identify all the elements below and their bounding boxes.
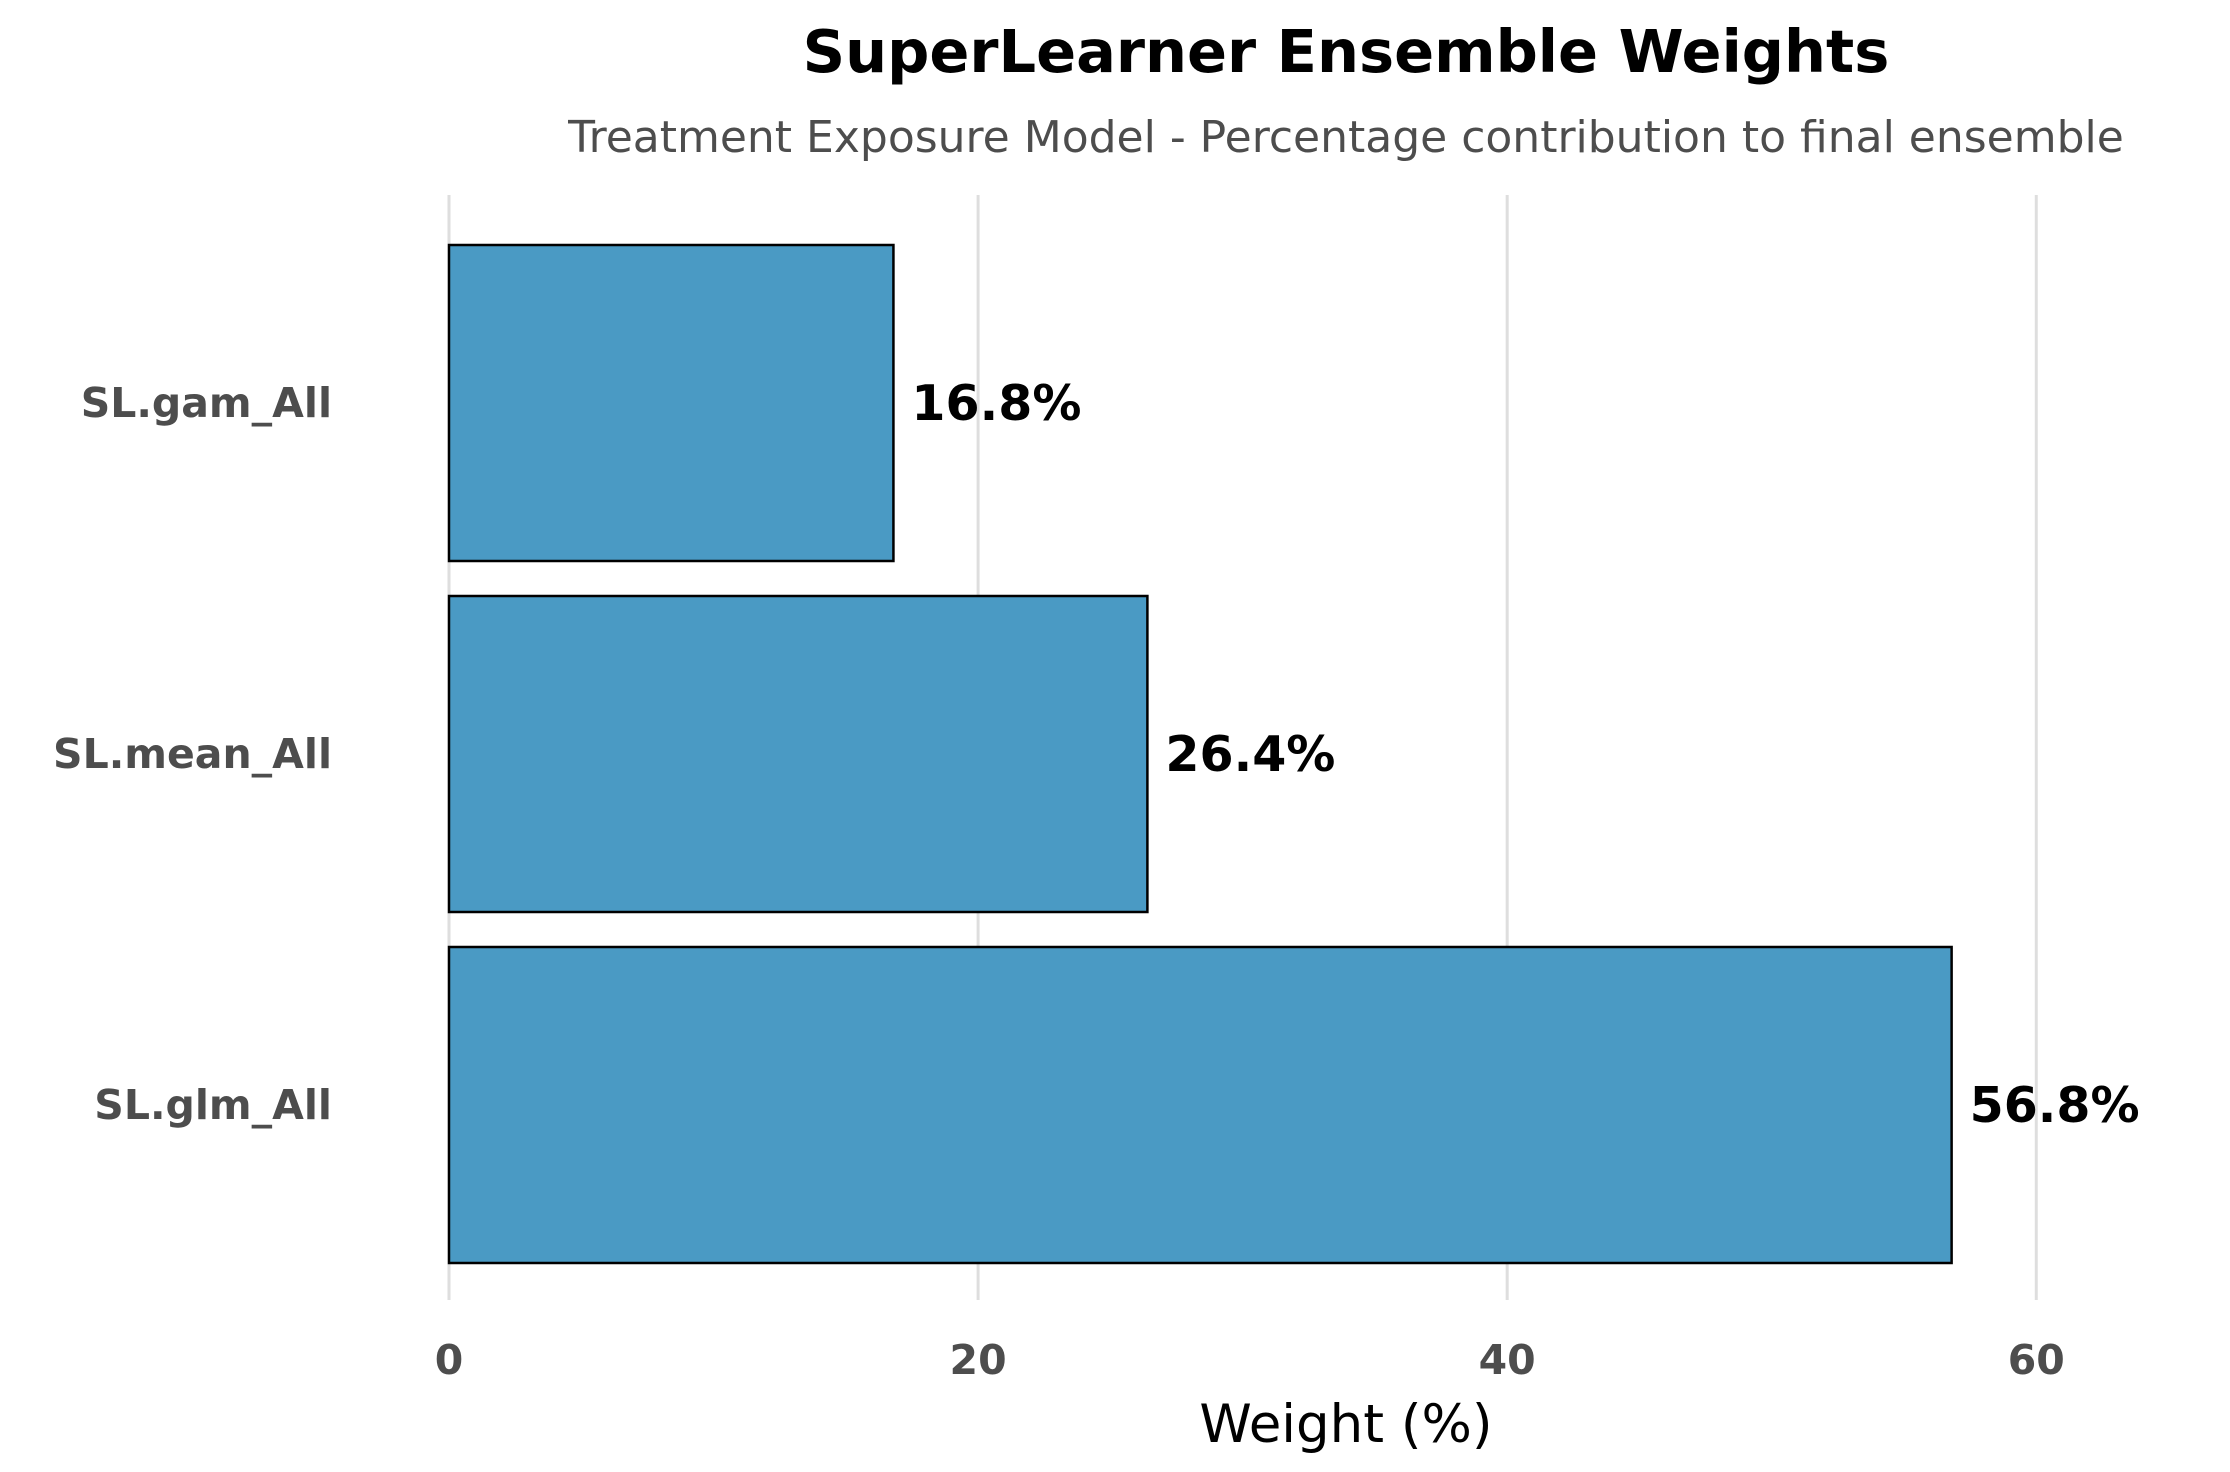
x-tick-label-60: 60 — [2008, 1336, 2065, 1384]
x-axis-label: Weight (%) — [1199, 1394, 1492, 1455]
bar-SL.mean_All — [447, 594, 1149, 914]
x-tick-label-0: 0 — [435, 1336, 464, 1384]
x-tick-label-40: 40 — [1479, 1336, 1536, 1384]
bars — [447, 243, 1953, 1265]
chart-title: SuperLearner Ensemble Weights — [803, 17, 1890, 86]
chart-subtitle: Treatment Exposure Model - Percentage co… — [567, 112, 2124, 163]
bar-value-label-SL.gam_All: 16.8% — [911, 375, 1081, 432]
category-label-SL.glm_All: SL.glm_All — [94, 1081, 332, 1129]
category-labels: SL.gam_All SL.mean_All SL.glm_All — [53, 379, 332, 1129]
bar-SL.glm_All — [447, 945, 1953, 1265]
category-label-SL.gam_All: SL.gam_All — [81, 379, 332, 427]
bar-SL.gam_All — [447, 243, 895, 563]
x-tick-label-20: 20 — [950, 1336, 1007, 1384]
category-label-SL.mean_All: SL.mean_All — [53, 730, 332, 778]
bar-value-labels: 16.8% 26.4% 56.8% — [911, 375, 2139, 1134]
bar-value-label-SL.mean_All: 26.4% — [1165, 726, 1335, 783]
x-axis-ticks: 0 20 40 60 — [435, 1336, 2065, 1384]
bar-value-label-SL.glm_All: 56.8% — [1970, 1077, 2140, 1134]
